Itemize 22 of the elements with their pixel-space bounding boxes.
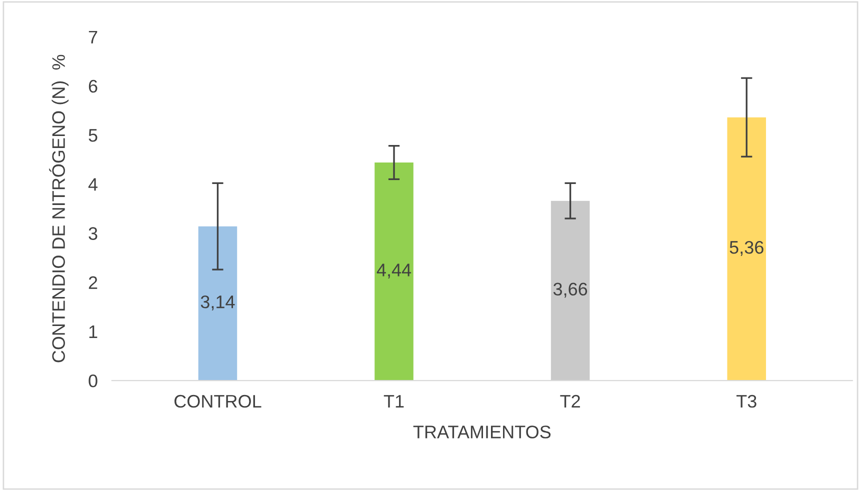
data-label: 3,66 [553,282,588,298]
bar [198,226,238,381]
x-tick-label: T1 [384,395,404,408]
x-tick-label: T2 [560,394,580,408]
data-label: 3,14 [200,296,235,310]
y-tick-label: 7 [88,30,98,44]
y-tick-label: 6 [88,80,98,93]
x-tick-label: CONTROL [174,394,262,408]
y-tick-label: 2 [88,276,98,289]
y-axis-title: CONTENDIO DE NITRÓGENO (N) % [49,54,69,362]
y-tick-label: 1 [89,326,98,338]
x-axis-title: TRATAMIENTOS [413,426,551,438]
x-tick-label: T3 [736,394,756,408]
data-label: 4,44 [376,264,412,279]
bar [727,117,766,381]
y-tick-label: 4 [88,178,98,191]
y-tick-label: 5 [88,129,98,142]
bar [550,200,590,381]
y-tick-label: 3 [88,227,98,240]
data-label: 5,36 [730,241,764,256]
y-tick-label: 0 [88,374,98,388]
bar [374,162,414,381]
